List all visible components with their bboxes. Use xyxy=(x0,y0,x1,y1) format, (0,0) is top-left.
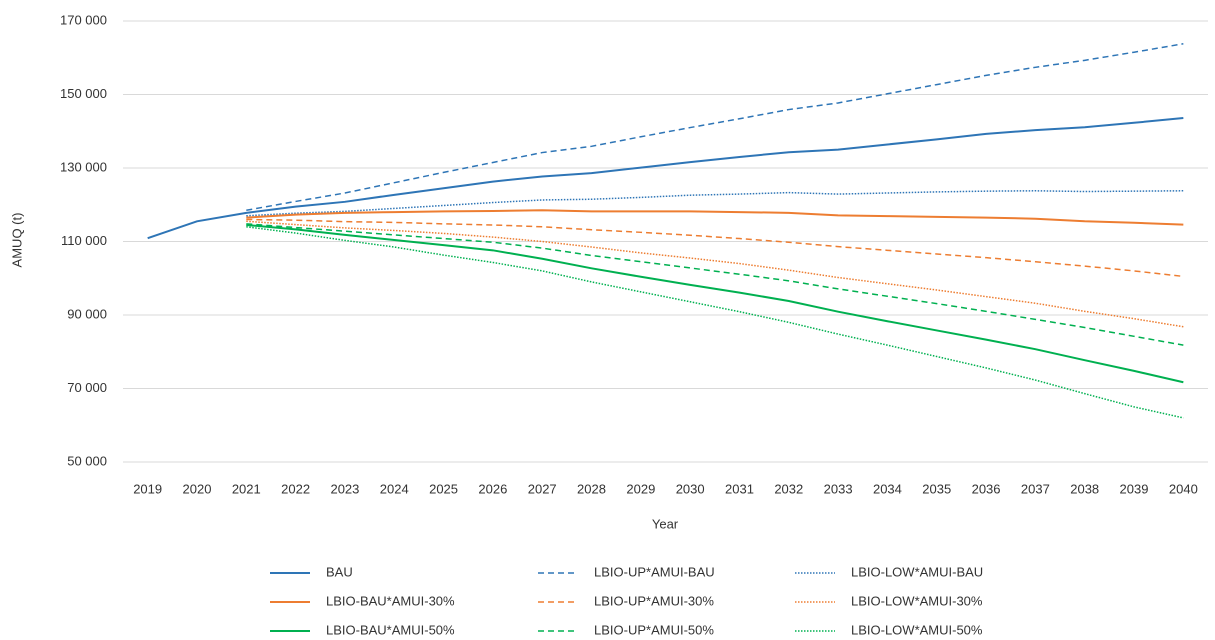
x-tick-label: 2036 xyxy=(972,481,1001,496)
y-tick-label: 90 000 xyxy=(67,306,107,321)
x-tick-label: 2022 xyxy=(281,481,310,496)
series-line xyxy=(246,226,1184,419)
x-tick-label: 2019 xyxy=(133,481,162,496)
legend-label: LBIO-BAU*AMUI-30% xyxy=(326,593,455,608)
x-tick-label: 2030 xyxy=(676,481,705,496)
series-line xyxy=(246,190,1184,217)
series-line xyxy=(246,223,1184,384)
y-axis-label: AMUQ (t) xyxy=(9,213,24,268)
legend-label: BAU xyxy=(326,564,353,579)
x-tick-label: 2021 xyxy=(232,481,261,496)
x-tick-label: 2026 xyxy=(478,481,507,496)
y-tick-label: 70 000 xyxy=(67,380,107,395)
legend-label: LBIO-LOW*AMUI-BAU xyxy=(851,564,983,579)
x-tick-label: 2033 xyxy=(824,481,853,496)
series-line xyxy=(246,218,1184,278)
series-line xyxy=(147,117,1184,240)
x-tick-label: 2031 xyxy=(725,481,754,496)
legend-label: LBIO-LOW*AMUI-50% xyxy=(851,622,983,637)
x-tick-label: 2032 xyxy=(774,481,803,496)
x-tick-label: 2035 xyxy=(922,481,951,496)
legend-label: LBIO-UP*AMUI-30% xyxy=(594,593,714,608)
y-tick-label: 150 000 xyxy=(60,86,107,101)
legend-label: LBIO-LOW*AMUI-30% xyxy=(851,593,983,608)
legend-label: LBIO-BAU*AMUI-50% xyxy=(326,622,455,637)
x-tick-label: 2024 xyxy=(380,481,409,496)
y-tick-label: 110 000 xyxy=(61,233,107,248)
x-tick-label: 2029 xyxy=(626,481,655,496)
x-tick-label: 2038 xyxy=(1070,481,1099,496)
legend-label: LBIO-UP*AMUI-BAU xyxy=(594,564,715,579)
x-tick-label: 2028 xyxy=(577,481,606,496)
x-tick-label: 2027 xyxy=(528,481,557,496)
y-tick-label: 50 000 xyxy=(67,453,107,468)
x-tick-label: 2025 xyxy=(429,481,458,496)
x-tick-label: 2020 xyxy=(183,481,212,496)
x-tick-label: 2039 xyxy=(1120,481,1149,496)
series-line xyxy=(246,209,1184,226)
y-tick-label: 130 000 xyxy=(60,159,107,174)
series-line xyxy=(246,43,1184,212)
x-tick-label: 2040 xyxy=(1169,481,1198,496)
x-tick-label: 2034 xyxy=(873,481,902,496)
x-tick-label: 2037 xyxy=(1021,481,1050,496)
y-tick-label: 170 000 xyxy=(60,12,107,27)
x-axis-label: Year xyxy=(652,516,679,531)
series-line xyxy=(246,220,1184,328)
series-line xyxy=(246,223,1184,346)
x-tick-label: 2023 xyxy=(330,481,359,496)
legend-label: LBIO-UP*AMUI-50% xyxy=(594,622,714,637)
